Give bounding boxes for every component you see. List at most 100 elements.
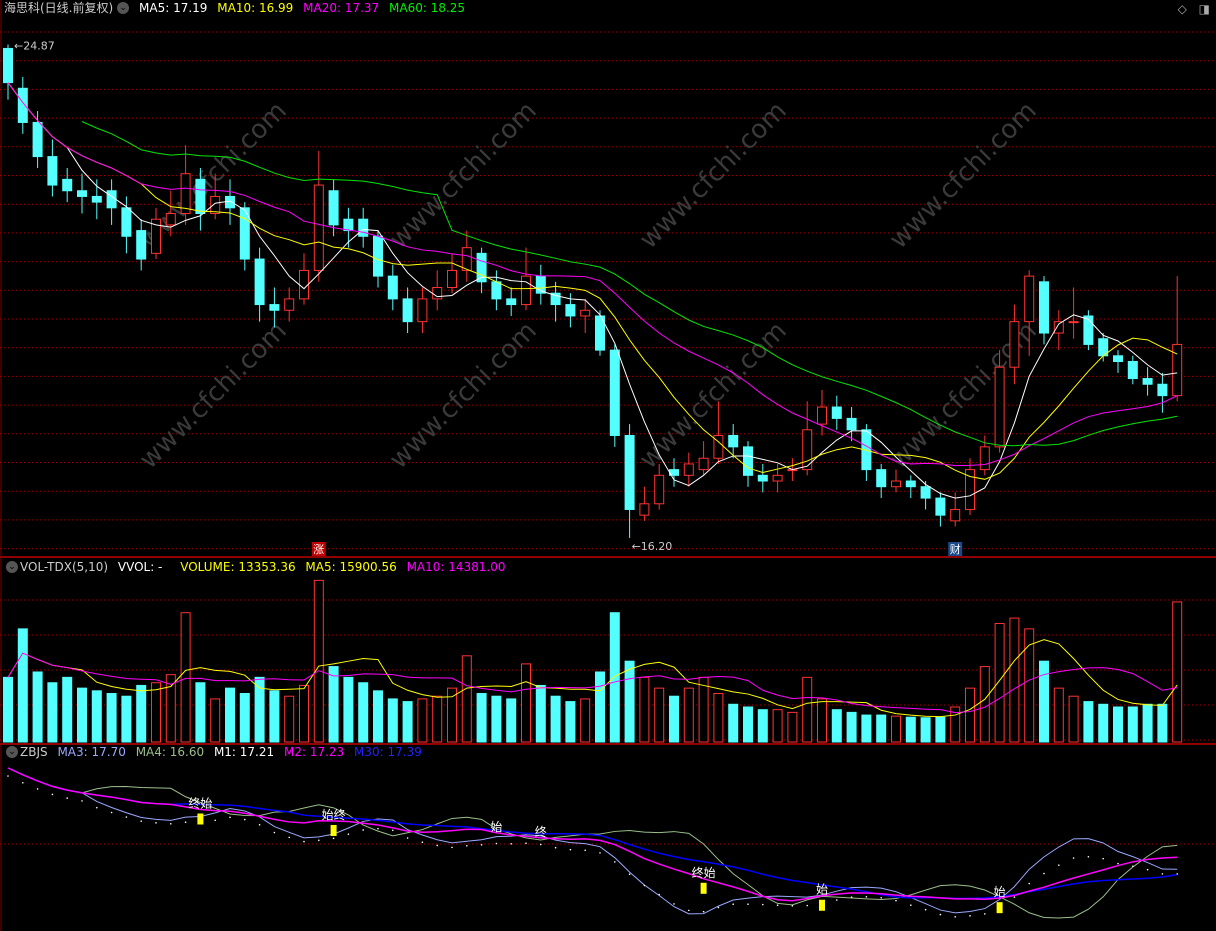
volume-bar: [343, 676, 354, 743]
candle-body: [920, 486, 931, 499]
candle-body: [654, 474, 665, 505]
candle-body: [195, 178, 206, 215]
m30-value: M30: 17.39: [354, 745, 422, 759]
volume-bar: [787, 711, 798, 743]
m1-dot: [96, 806, 98, 809]
candle-body: [491, 281, 502, 300]
ma60-value: MA60: 18.25: [389, 1, 466, 15]
m30-line: [7, 767, 1178, 900]
candle-body: [106, 190, 117, 209]
candle-body: [165, 213, 176, 226]
volume-bar: [580, 698, 591, 743]
signal-label: 始: [816, 883, 828, 897]
volume-bar: [62, 676, 73, 743]
m1-dot: [303, 840, 305, 843]
candle-body: [580, 309, 591, 317]
volume-bar: [757, 709, 768, 743]
m1-dot: [318, 839, 320, 842]
dropdown-icon[interactable]: ⌄: [117, 1, 130, 14]
volume-bar: [920, 717, 931, 743]
diamond-icon[interactable]: ◇: [1177, 2, 1187, 16]
dropdown-icon[interactable]: ⌄: [6, 560, 18, 573]
dropdown-icon[interactable]: ⌄: [6, 745, 18, 758]
m1-dot: [673, 903, 675, 905]
volume-bar: [151, 682, 161, 743]
volume-bar: [387, 698, 398, 743]
volume-bar: [476, 693, 487, 743]
m1-dot: [747, 903, 749, 906]
m1-dot: [51, 793, 54, 796]
volume-bar: [876, 714, 887, 743]
m1-dot: [421, 841, 424, 844]
volume-bar: [1172, 601, 1183, 743]
m1-dot: [776, 904, 779, 906]
volume-bar: [1083, 701, 1094, 743]
candle-body: [373, 235, 383, 277]
volume-bar: [358, 682, 369, 743]
panel-toggle-icon[interactable]: ◨: [1198, 2, 1210, 16]
signal-bar: [330, 824, 337, 836]
volume-bar: [639, 676, 650, 743]
volume-bar: [225, 687, 235, 743]
signal-label: 终: [535, 824, 547, 839]
candle-body: [62, 178, 73, 192]
candle-body: [402, 298, 413, 323]
candle-body: [1053, 321, 1064, 334]
signal-label: 终始: [692, 865, 716, 880]
candle-body: [743, 446, 753, 476]
volume-bar: [17, 628, 28, 743]
m1-dot: [732, 903, 734, 906]
volume-bar: [165, 674, 176, 743]
m1-dot: [273, 831, 276, 834]
m1-dot: [865, 896, 868, 898]
indicator-panel-header: ⌄ ZBJS MA3: 17.70 MA4: 16.60 M1: 17.21 M2…: [2, 744, 428, 761]
candle-body: [1083, 315, 1094, 345]
m1-dot: [658, 893, 660, 896]
vol-ma5-value: MA5: 15900.56: [305, 560, 397, 574]
candle-body: [1009, 321, 1020, 368]
candle-body: [550, 292, 561, 306]
ma5-value: MA5: 17.19: [139, 1, 208, 15]
vvol-value: VVOL: -: [117, 560, 163, 574]
volume-value: VOLUME: 13353.36: [180, 560, 296, 574]
candle-body: [565, 304, 576, 317]
volume-bar: [950, 706, 961, 743]
volume-bar: [535, 684, 546, 743]
volume-bar: [491, 695, 502, 743]
volume-bar: [195, 682, 206, 743]
candle-body: [891, 480, 901, 488]
m1-dot: [628, 873, 631, 875]
volume-bar: [846, 711, 857, 743]
candle-body: [358, 218, 369, 237]
m1-dot: [155, 822, 157, 824]
volume-bar: [979, 666, 990, 743]
volume-bar: [328, 666, 339, 743]
candle-body: [595, 315, 605, 351]
volume-bar: [32, 671, 43, 743]
volume-bar: [817, 698, 827, 743]
volume-bar: [521, 663, 531, 743]
m1-dot: [125, 816, 128, 818]
m1-dot: [584, 849, 586, 852]
volume-bar: [1068, 695, 1079, 743]
ma60-line: [81, 121, 1178, 447]
candle-body: [269, 304, 280, 311]
watermark: www.cfchi.com: [384, 96, 543, 255]
m1-dot: [643, 884, 646, 887]
zbjs-title: ZBJS: [20, 745, 48, 759]
m1-dot: [22, 781, 24, 784]
candle-body: [624, 434, 635, 510]
m1-dot: [214, 819, 216, 822]
m1-dot: [1161, 873, 1164, 875]
volume-bar: [1127, 706, 1138, 743]
event-marker-label: 涨: [313, 543, 324, 556]
candle-body: [180, 173, 191, 215]
candle-body: [979, 446, 990, 471]
volume-bar: [210, 698, 221, 743]
m1-dot: [81, 800, 83, 802]
m2-line: [7, 767, 1178, 902]
ma10-value: MA10: 16.99: [217, 1, 294, 15]
volume-bar: [609, 612, 620, 743]
candle-body: [713, 434, 724, 459]
